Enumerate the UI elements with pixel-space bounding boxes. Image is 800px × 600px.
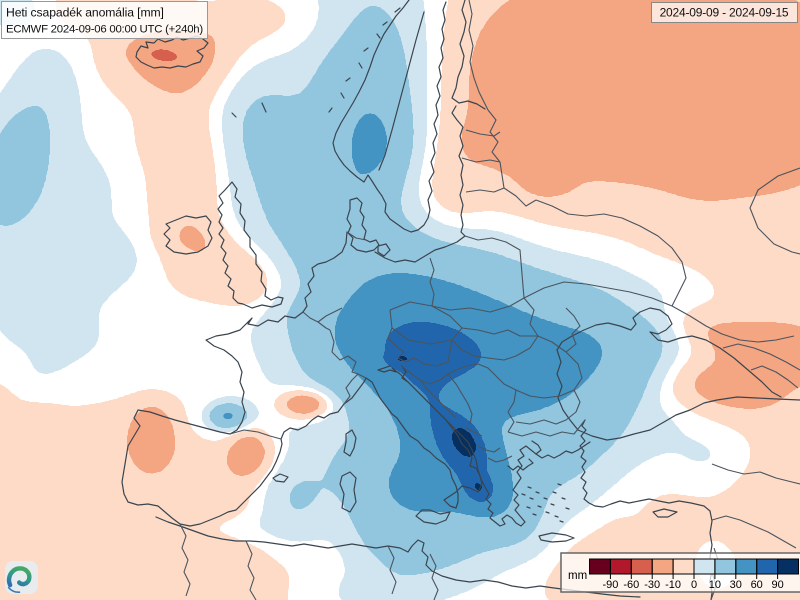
svg-text:ECMWF 2024-09-06 00:00 UTC (+2: ECMWF 2024-09-06 00:00 UTC (+240h) bbox=[6, 24, 203, 36]
svg-text:2024-09-09 - 2024-09-15: 2024-09-09 - 2024-09-15 bbox=[660, 6, 789, 20]
svg-text:-30: -30 bbox=[644, 579, 660, 591]
svg-text:90: 90 bbox=[771, 579, 783, 591]
svg-text:Heti csapadék anomália [mm]: Heti csapadék anomália [mm] bbox=[6, 6, 164, 20]
svg-text:-10: -10 bbox=[665, 579, 681, 591]
svg-text:-90: -90 bbox=[602, 579, 618, 591]
svg-text:-60: -60 bbox=[623, 579, 639, 591]
svg-text:mm: mm bbox=[568, 570, 587, 582]
svg-text:10: 10 bbox=[709, 579, 721, 591]
svg-text:30: 30 bbox=[730, 579, 742, 591]
svg-text:60: 60 bbox=[751, 579, 763, 591]
svg-text:0: 0 bbox=[691, 579, 697, 591]
